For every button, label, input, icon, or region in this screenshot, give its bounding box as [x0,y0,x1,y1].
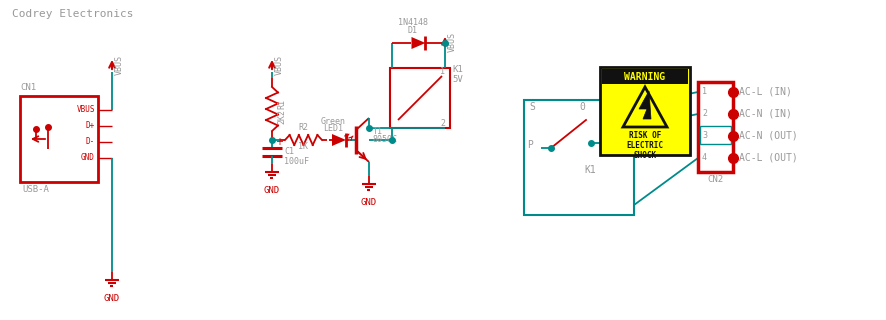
Text: ELECTRIC: ELECTRIC [626,141,663,150]
Text: T1: T1 [373,127,383,137]
Bar [390,68,449,128]
Text: R1: R1 [276,99,285,109]
Text: RISK OF: RISK OF [628,131,660,140]
Text: VBUS: VBUS [115,55,124,75]
Text: SHOCK: SHOCK [633,151,656,160]
Text: GND: GND [81,154,95,163]
Text: GND: GND [264,186,280,195]
Text: +: + [275,137,283,147]
Text: 8050C: 8050C [373,135,398,145]
Text: USB-A: USB-A [22,185,49,194]
Bar [44,145,52,153]
Text: Green: Green [320,117,346,126]
Text: D-: D- [86,138,95,147]
Text: K1: K1 [583,165,595,175]
Text: VBUS: VBUS [447,32,456,52]
Text: 1: 1 [439,67,445,76]
Text: 100uF: 100uF [284,157,308,166]
Text: R2: R2 [298,123,307,132]
Text: 2: 2 [701,109,706,118]
Text: AC-L (IN): AC-L (IN) [738,87,791,97]
Text: D1: D1 [408,26,417,35]
Text: S: S [528,102,534,112]
Text: VBUS: VBUS [275,55,284,75]
Text: AC-N (OUT): AC-N (OUT) [738,131,797,141]
Text: D+: D+ [86,122,95,131]
Bar [599,67,689,155]
Text: 5V: 5V [452,75,462,84]
Polygon shape [411,37,425,49]
Text: VBUS: VBUS [76,106,95,115]
Text: 1K: 1K [298,142,307,151]
Text: GND: GND [104,294,120,303]
Bar [20,96,97,182]
Text: 2: 2 [439,119,445,128]
Text: LED1: LED1 [323,124,343,133]
Text: 2K2: 2K2 [276,109,285,124]
Text: 4: 4 [701,154,706,163]
Text: CN2: CN2 [706,175,722,184]
Text: P: P [526,140,532,150]
Bar [602,69,688,84]
Text: Codrey Electronics: Codrey Electronics [12,9,134,19]
Text: AC-N (IN): AC-N (IN) [738,109,791,119]
Text: 1: 1 [701,87,706,97]
Text: 3: 3 [701,132,706,140]
Text: WARNING: WARNING [624,72,664,82]
Text: GND: GND [361,198,377,207]
Text: 0: 0 [579,102,584,112]
Polygon shape [638,91,650,119]
Bar [699,126,730,144]
Text: C1: C1 [284,148,293,156]
Polygon shape [331,134,346,146]
Text: K1: K1 [452,65,462,74]
Text: CN1: CN1 [20,83,36,92]
Bar [524,100,633,215]
Polygon shape [622,87,666,127]
Text: AC-L (OUT): AC-L (OUT) [738,153,797,163]
Bar [697,82,732,172]
Text: 1N4148: 1N4148 [398,18,428,27]
